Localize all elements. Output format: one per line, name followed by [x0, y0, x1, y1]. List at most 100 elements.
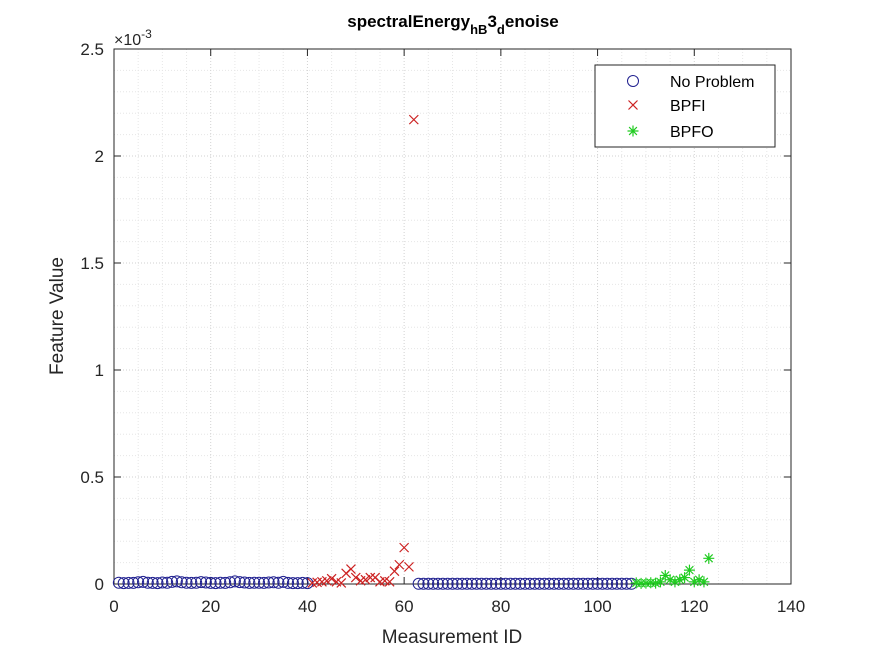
data-point-no-problem: [146, 576, 159, 589]
data-point-no-problem: [195, 576, 208, 589]
data-point-no-problem: [548, 577, 561, 590]
data-point-no-problem: [446, 577, 459, 590]
data-point-no-problem: [141, 576, 154, 589]
x-axis-label: Measurement ID: [382, 627, 522, 648]
x-tick-label: 60: [395, 597, 414, 616]
data-point-no-problem: [248, 576, 261, 589]
data-point-no-problem: [441, 577, 454, 590]
data-point-bpfi: [408, 114, 419, 125]
data-point-no-problem: [219, 576, 232, 589]
data-point-no-problem: [610, 577, 623, 590]
data-point-no-problem: [277, 575, 290, 588]
data-point-no-problem: [112, 576, 125, 589]
x-tick-label: 120: [680, 597, 708, 616]
data-point-no-problem: [485, 577, 498, 590]
data-point-no-problem: [533, 577, 546, 590]
data-point-no-problem: [519, 577, 532, 590]
data-point-no-problem: [620, 577, 633, 590]
data-point-bpfi: [350, 572, 361, 583]
data-point-no-problem: [117, 577, 130, 590]
data-point-no-problem: [257, 576, 270, 589]
data-point-no-problem: [465, 577, 478, 590]
data-point-bpfi: [394, 559, 405, 570]
data-point-no-problem: [209, 577, 222, 590]
y-tick-label: 2.5: [80, 40, 104, 59]
data-point-no-problem: [567, 577, 580, 590]
data-point-no-problem: [480, 577, 493, 590]
data-point-no-problem: [170, 575, 183, 588]
data-point-no-problem: [175, 576, 188, 589]
data-point-no-problem: [581, 577, 594, 590]
data-point-no-problem: [538, 577, 551, 590]
data-point-no-problem: [456, 577, 469, 590]
data-point-no-problem: [214, 576, 227, 589]
data-point-no-problem: [190, 576, 203, 589]
data-point-bpfo: [669, 576, 681, 588]
data-point-no-problem: [577, 577, 590, 590]
data-point-no-problem: [494, 577, 507, 590]
data-point-bpfo: [698, 576, 710, 588]
data-point-bpfo: [703, 552, 715, 564]
data-point-no-problem: [436, 577, 449, 590]
data-point-no-problem: [122, 576, 135, 589]
data-point-no-problem: [504, 577, 517, 590]
data-point-no-problem: [528, 577, 541, 590]
data-point-no-problem: [601, 577, 614, 590]
data-point-bpfo: [654, 576, 666, 588]
data-point-no-problem: [490, 577, 503, 590]
chart-title: spectralEnergyhB3denoise: [347, 12, 558, 37]
data-point-bpfo: [683, 564, 695, 576]
y-tick-label: 0: [95, 575, 104, 594]
data-point-bpfi: [346, 564, 356, 574]
data-point-bpfi: [399, 542, 410, 553]
y-tick-label: 0.5: [80, 468, 104, 487]
data-point-no-problem: [543, 577, 556, 590]
data-point-no-problem: [132, 576, 145, 589]
data-point-no-problem: [591, 577, 604, 590]
data-point-no-problem: [427, 577, 440, 590]
data-point-no-problem: [412, 577, 425, 590]
data-point-no-problem: [180, 576, 193, 589]
data-point-bpfo: [693, 574, 705, 586]
data-point-no-problem: [137, 575, 150, 588]
data-point-bpfo: [674, 574, 686, 586]
x-tick-label: 80: [491, 597, 510, 616]
data-point-bpfi: [321, 575, 332, 586]
x-tick-label: 100: [583, 597, 611, 616]
data-point-no-problem: [204, 576, 217, 589]
data-point-no-problem: [509, 577, 522, 590]
data-point-bpfo: [664, 574, 676, 586]
x-tick-label: 140: [777, 597, 805, 616]
data-point-no-problem: [238, 576, 251, 589]
legend: No Problem BPFI BPFO: [594, 64, 776, 148]
data-point-no-problem: [470, 577, 483, 590]
data-point-no-problem: [596, 577, 609, 590]
data-point-no-problem: [461, 577, 474, 590]
legend-label-bpfi: BPFI: [670, 98, 706, 115]
data-point-bpfi: [326, 573, 337, 584]
data-point-no-problem: [499, 577, 512, 590]
legend-marker-no-problem: [627, 75, 639, 87]
legend-markers: [627, 75, 639, 137]
data-point-bpfi: [384, 576, 395, 587]
data-point-no-problem: [586, 577, 599, 590]
y-tick-label: 1.5: [80, 254, 104, 273]
data-point-no-problem: [562, 577, 575, 590]
data-point-bpfi: [389, 566, 400, 577]
data-point-no-problem: [431, 577, 444, 590]
data-point-no-problem: [228, 575, 241, 588]
data-point-bpfo: [650, 577, 662, 589]
data-point-no-problem: [185, 576, 198, 589]
data-point-no-problem: [296, 576, 309, 589]
data-point-bpfi: [365, 572, 376, 583]
x-tick-label: 40: [298, 597, 317, 616]
data-point-bpfi: [336, 578, 347, 588]
data-point-no-problem: [282, 576, 295, 589]
x-tick-label: 0: [109, 597, 118, 616]
axes-box: [113, 48, 792, 585]
y-axis-exponent: ×10-3: [114, 27, 152, 49]
data-point-no-problem: [451, 577, 464, 590]
data-point-no-problem: [422, 577, 435, 590]
